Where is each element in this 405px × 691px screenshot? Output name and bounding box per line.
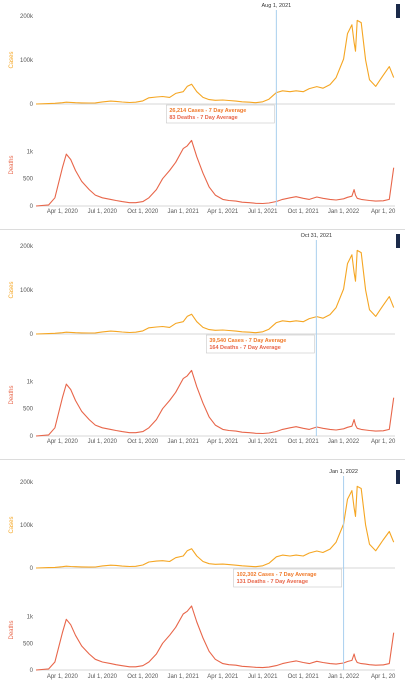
x-tick-label: Jan 1, 2021 [168,674,200,680]
deaths-y-tick-label: 500 [23,407,34,413]
cases-y-axis-title: Cases [9,51,15,68]
x-tick-label: Jan 1, 2021 [168,209,200,215]
tooltip-cases-text: 26,214 Cases - 7 Day Average [169,108,246,114]
x-tick-label: Oct 1, 2021 [288,674,320,680]
cases-y-tick-label: 100k [20,58,34,64]
x-tick-label: Apr 1, 2021 [207,674,239,680]
x-tick-label: Oct 1, 2020 [127,209,159,215]
tooltip-cases-text: 102,302 Cases - 7 Day Average [237,572,317,578]
x-tick-label: Apr 1, 2020 [47,674,79,680]
x-tick-label: Jan 1, 2022 [328,209,360,215]
chart-panel-3: 0 100k 200k 0 500 1k Cases Deaths Apr 1, 2020 Jul… [9,469,400,680]
tooltip-deaths-text: 164 Deaths - 7 Day Average [209,345,280,351]
deaths-series-line [35,369,395,437]
cases-y-tick-label: 0 [30,566,34,572]
x-tick-label: Apr 1, 2020 [47,439,79,445]
x-tick-label: Apr 1, 2020 [47,209,79,215]
x-tick-label: Jul 1, 2020 [88,674,118,680]
x-tick-label: Jan 1, 2022 [328,674,360,680]
tooltip-box [233,568,342,588]
x-tick-label: Jul 1, 2020 [88,209,118,215]
panel-divider [0,229,405,230]
deaths-y-axis-title: Deaths [9,155,15,174]
x-tick-label: Apr 1, 20 [371,439,396,445]
cases-y-tick-label: 200k [20,244,34,250]
x-tick-label: Oct 1, 2021 [288,209,320,215]
cases-y-axis-title: Cases [9,281,15,298]
tooltip-cases-text: 39,540 Cases - 7 Day Average [209,338,286,344]
cases-y-tick-label: 200k [20,14,34,20]
deaths-y-tick-label: 500 [23,641,34,647]
x-tick-label: Jul 1, 2020 [88,439,118,445]
cases-y-tick-label: 0 [30,102,34,108]
deaths-y-axis-title: Deaths [9,620,15,639]
date-marker-label: Jan 1, 2022 [329,469,358,475]
tooltip-deaths-text: 131 Deaths - 7 Day Average [237,579,308,585]
x-tick-label: Jan 1, 2022 [328,439,360,445]
panel-divider [0,459,405,460]
cases-series-line [35,485,395,569]
x-tick-label: Jul 1, 2021 [248,209,278,215]
x-tick-label: Apr 1, 2021 [207,439,239,445]
deaths-y-tick-label: 1k [27,149,34,155]
cases-y-tick-label: 100k [20,523,34,529]
cases-series-line [35,249,395,335]
panel-indicator [396,4,400,18]
cases-y-tick-label: 100k [20,288,34,294]
x-tick-label: Oct 1, 2021 [288,439,320,445]
chart-panel-2: 0 100k 200k 0 500 1k Cases Deaths Apr 1, 2020 Jul… [9,233,400,445]
panel-indicator [396,234,400,248]
cases-y-tick-label: 0 [30,332,34,338]
deaths-y-tick-label: 0 [30,434,34,440]
deaths-series-line [35,605,395,671]
panel-indicator [396,470,400,484]
x-tick-label: Jan 1, 2021 [168,439,200,445]
x-tick-label: Jul 1, 2021 [248,674,278,680]
date-marker-label: Oct 31, 2021 [301,233,333,239]
tooltip-box [206,334,315,354]
tooltip-deaths-text: 83 Deaths - 7 Day Average [169,115,237,121]
date-marker-label: Aug 1, 2021 [262,3,292,9]
x-tick-label: Apr 1, 20 [371,209,396,215]
deaths-y-tick-label: 0 [30,668,34,674]
x-tick-label: Oct 1, 2020 [127,674,159,680]
chart-panel-1: 0 100k 200k 0 500 1k Cases Deaths Apr 1, 2020 Jul… [9,3,400,215]
tooltip-box [166,104,275,124]
cases-y-tick-label: 200k [20,480,34,486]
x-tick-label: Oct 1, 2020 [127,439,159,445]
deaths-y-tick-label: 0 [30,204,34,210]
cases-y-axis-title: Cases [9,516,15,533]
cases-series-line [35,19,395,105]
x-tick-label: Jul 1, 2021 [248,439,278,445]
x-tick-label: Apr 1, 2021 [207,209,239,215]
deaths-y-tick-label: 1k [27,615,34,621]
deaths-series-line [35,139,395,207]
x-tick-label: Apr 1, 20 [371,674,396,680]
deaths-y-tick-label: 1k [27,379,34,385]
deaths-y-tick-label: 500 [23,177,34,183]
deaths-y-axis-title: Deaths [9,385,15,404]
